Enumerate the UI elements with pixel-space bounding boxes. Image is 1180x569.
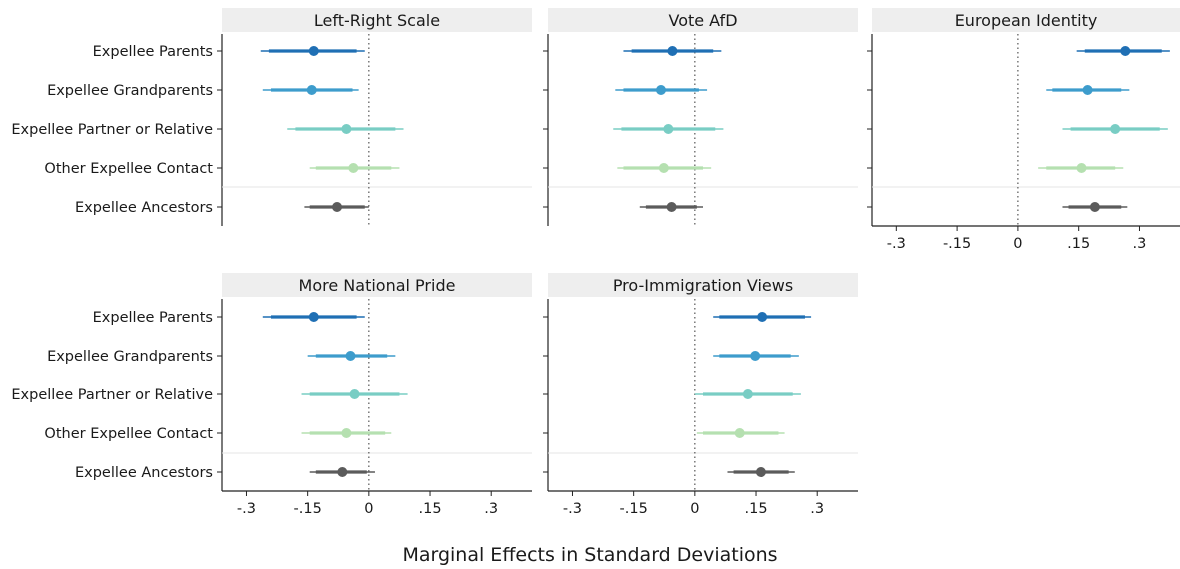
panel-title: Pro-Immigration Views bbox=[613, 276, 793, 295]
x-axis-title: Marginal Effects in Standard Deviations bbox=[402, 544, 777, 566]
x-tick-label: .15 bbox=[744, 501, 767, 517]
estimate-point bbox=[655, 85, 666, 95]
estimate-point bbox=[667, 46, 678, 56]
panel-1: Vote AfD bbox=[543, 8, 858, 226]
estimate-point bbox=[308, 46, 319, 56]
x-tick-label: .15 bbox=[418, 501, 441, 517]
estimate-point bbox=[1120, 46, 1131, 56]
panel-0: Left-Right Scale Expellee Parents Expellee… bbox=[11, 8, 532, 226]
row-label: Expellee Ancestors bbox=[75, 465, 213, 481]
estimate-point bbox=[663, 124, 674, 134]
row-label: Expellee Grandparents bbox=[47, 349, 213, 365]
x-tick-label: -.3 bbox=[237, 501, 256, 517]
row-label: Expellee Parents bbox=[93, 44, 213, 60]
estimate-point bbox=[332, 202, 343, 212]
panel-title-bar bbox=[222, 273, 532, 297]
row-label: Other Expellee Contact bbox=[44, 426, 213, 442]
panel-title: Vote AfD bbox=[668, 11, 737, 30]
panel-title: European Identity bbox=[955, 11, 1098, 30]
panel-title: Left-Right Scale bbox=[314, 11, 440, 30]
panels-layer: Left-Right Scale Expellee Parents Expellee… bbox=[11, 8, 1180, 517]
row-label: Expellee Parents bbox=[93, 310, 213, 326]
row-label: Expellee Ancestors bbox=[75, 200, 213, 216]
estimate-point bbox=[755, 467, 766, 477]
estimate-point bbox=[666, 202, 677, 212]
estimate-point bbox=[1110, 124, 1121, 134]
panel-3: More National Pride Expellee Parents Expel… bbox=[11, 273, 532, 517]
panel-title-bar bbox=[548, 8, 858, 32]
panel-title: More National Pride bbox=[299, 276, 456, 295]
x-tick-label: 0 bbox=[364, 501, 373, 517]
estimate-point bbox=[348, 163, 359, 173]
estimate-point bbox=[341, 428, 352, 438]
x-tick-label: -.3 bbox=[887, 236, 906, 252]
x-tick-label: -.15 bbox=[294, 501, 322, 517]
panel-title-bar bbox=[872, 8, 1180, 32]
panel-title-bar bbox=[548, 273, 858, 297]
panel-title-bar bbox=[222, 8, 532, 32]
estimate-point bbox=[734, 428, 745, 438]
x-tick-label: -.3 bbox=[563, 501, 582, 517]
x-tick-label: .3 bbox=[1133, 236, 1147, 252]
estimate-point bbox=[757, 312, 768, 322]
x-tick-label: 0 bbox=[690, 501, 699, 517]
estimate-point bbox=[750, 351, 761, 361]
estimate-point bbox=[308, 312, 319, 322]
x-tick-label: .15 bbox=[1067, 236, 1090, 252]
estimate-point bbox=[341, 124, 352, 134]
row-label: Expellee Grandparents bbox=[47, 83, 213, 99]
row-label: Expellee Partner or Relative bbox=[11, 122, 213, 138]
estimate-point bbox=[345, 351, 356, 361]
panel-4: Pro-Immigration Views -.3 -.15 0 .15 .3 bbox=[543, 273, 858, 517]
x-tick-label: .3 bbox=[810, 501, 824, 517]
estimate-point bbox=[742, 389, 753, 399]
x-tick-label: -.15 bbox=[943, 236, 971, 252]
row-label: Other Expellee Contact bbox=[44, 161, 213, 177]
x-tick-label: 0 bbox=[1013, 236, 1022, 252]
estimate-point bbox=[1082, 85, 1093, 95]
estimate-point bbox=[658, 163, 669, 173]
estimate-point bbox=[1076, 163, 1087, 173]
estimate-point bbox=[337, 467, 348, 477]
panel-2: European Identity -.3 -.15 0 .15 .3 bbox=[867, 8, 1180, 252]
estimate-point bbox=[1089, 202, 1100, 212]
estimate-point bbox=[306, 85, 317, 95]
estimate-point bbox=[349, 389, 360, 399]
x-tick-label: -.15 bbox=[620, 501, 648, 517]
row-label: Expellee Partner or Relative bbox=[11, 387, 213, 403]
x-tick-label: .3 bbox=[484, 501, 498, 517]
